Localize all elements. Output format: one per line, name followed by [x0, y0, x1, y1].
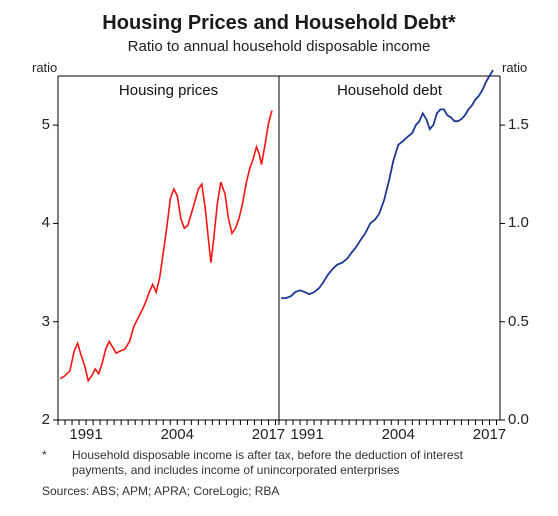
housing-prices-line — [60, 110, 272, 380]
footnote-marker: * — [42, 448, 47, 463]
right-ytick-label: 1.5 — [508, 116, 529, 133]
xtick-label: 2004 — [155, 426, 199, 443]
xtick-label: 1991 — [285, 426, 329, 443]
footnote-text: Household disposable income is after tax… — [72, 448, 492, 478]
sources-text: Sources: ABS; APM; APRA; CoreLogic; RBA — [42, 484, 279, 498]
left-ytick-label: 5 — [42, 116, 50, 133]
household-debt-line — [281, 70, 493, 298]
xtick-label: 2017 — [467, 426, 511, 443]
xtick-label: 2017 — [246, 426, 290, 443]
xtick-label: 2004 — [376, 426, 420, 443]
left-ytick-label: 4 — [42, 214, 50, 231]
left-ytick-label: 2 — [42, 411, 50, 428]
left-ytick-label: 3 — [42, 313, 50, 330]
right-ytick-label: 0.5 — [508, 313, 529, 330]
right-ytick-label: 1.0 — [508, 214, 529, 231]
xtick-label: 1991 — [64, 426, 108, 443]
